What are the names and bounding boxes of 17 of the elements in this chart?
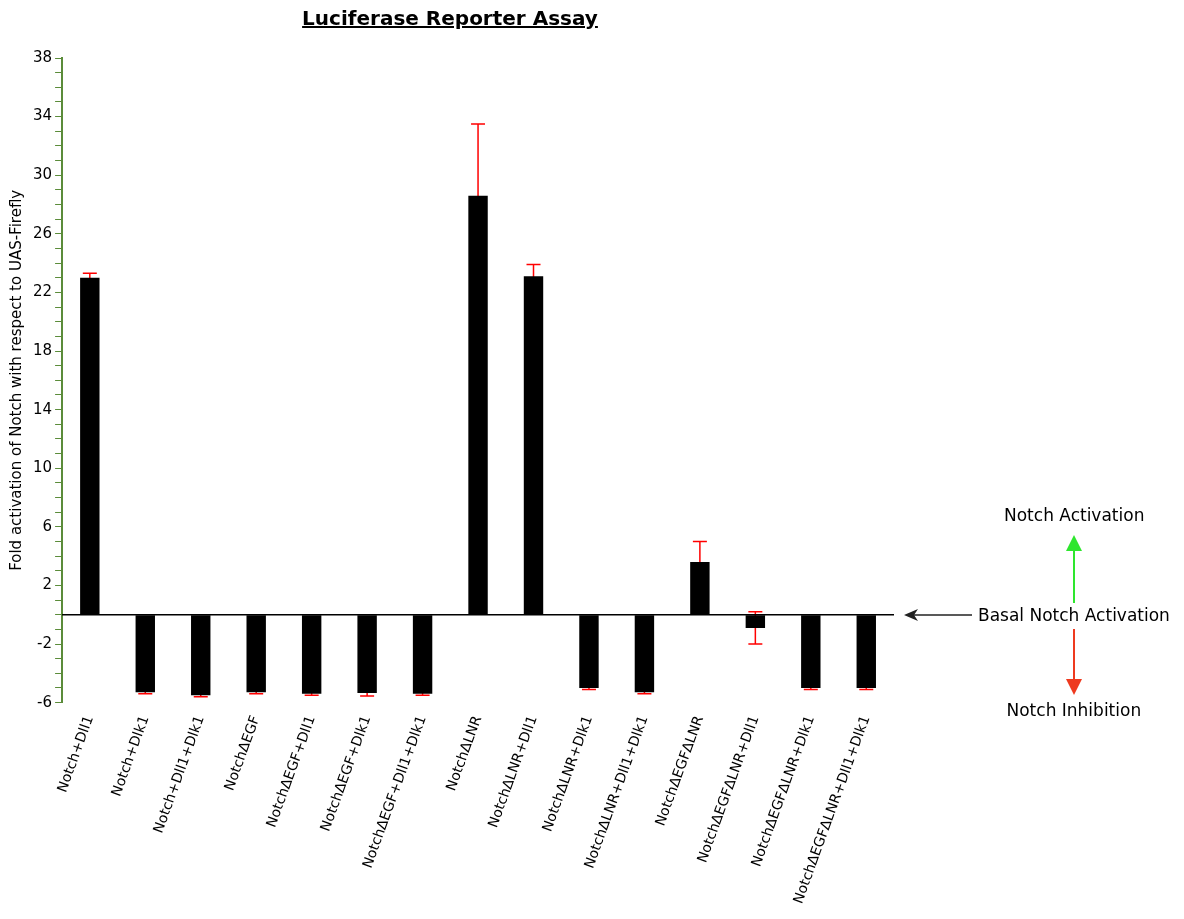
y-tick-label: 30 bbox=[32, 165, 53, 184]
y-tick-label: 10 bbox=[32, 458, 53, 477]
y-tick-label: -6 bbox=[37, 692, 53, 711]
y-tick-label: 38 bbox=[32, 47, 53, 66]
y-tick-label: 6 bbox=[42, 516, 53, 535]
text: Basal Notch Activation bbox=[978, 604, 1170, 625]
y-tick-label: 2 bbox=[42, 575, 53, 594]
y-tick-label: 26 bbox=[32, 223, 53, 242]
text: Notch Inhibition bbox=[1006, 699, 1142, 720]
chart-title: Luciferase Reporter Assay bbox=[301, 6, 599, 30]
y-tick-label: 18 bbox=[32, 340, 53, 359]
y-tick-label: -2 bbox=[37, 633, 53, 652]
text: Notch Activation bbox=[1004, 504, 1145, 525]
y-axis-title: Fold activation of Notch with respect to UAS-Firefly bbox=[6, 189, 25, 571]
y-tick-label: 14 bbox=[32, 399, 53, 418]
y-tick-label: 22 bbox=[32, 282, 53, 301]
y-tick-label: 34 bbox=[32, 106, 53, 125]
